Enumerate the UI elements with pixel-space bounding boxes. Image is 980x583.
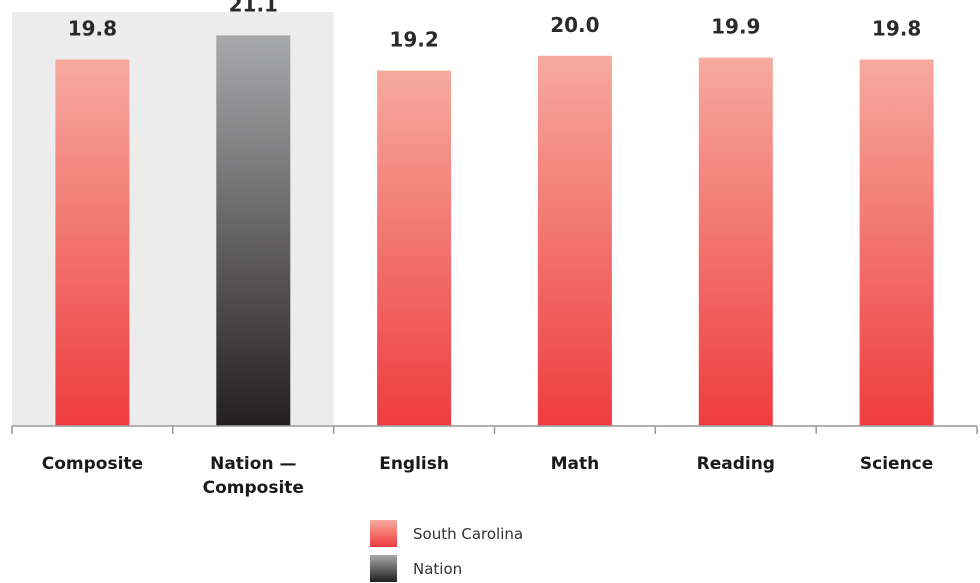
category-label-composite: Composite <box>42 454 143 474</box>
x-axis <box>11 425 978 434</box>
category-labels: Composite Nation — Composite English Math Rea… <box>42 454 934 498</box>
legend-swatch-nation <box>370 555 397 582</box>
value-label-reading: 19.9 <box>711 15 760 39</box>
value-label-science: 19.8 <box>872 17 921 41</box>
bars-group: 19.8 21.1 19.2 20.0 19.9 19.8 <box>55 0 934 427</box>
category-label-math: Math <box>551 454 600 474</box>
value-label-nation-composite: 21.1 <box>229 0 278 16</box>
category-label-reading: Reading <box>697 454 775 474</box>
value-label-composite: 19.8 <box>68 17 117 41</box>
bar-composite <box>55 59 130 426</box>
category-label-english: English <box>379 454 449 474</box>
legend-swatch-south-carolina <box>370 520 397 547</box>
category-label-nation-composite: Nation — Composite <box>203 454 304 498</box>
value-label-math: 20.0 <box>550 13 599 37</box>
category-label-science: Science <box>860 454 933 474</box>
bar-reading <box>698 57 773 426</box>
bar-math <box>537 55 612 427</box>
legend-label-south-carolina: South Carolina <box>413 525 523 543</box>
bar-science <box>859 59 934 426</box>
value-label-english: 19.2 <box>389 28 438 52</box>
legend: South Carolina Nation <box>370 520 523 582</box>
legend-label-nation: Nation <box>413 560 462 578</box>
bar-english <box>377 70 452 426</box>
bar-nation-composite <box>216 35 291 427</box>
